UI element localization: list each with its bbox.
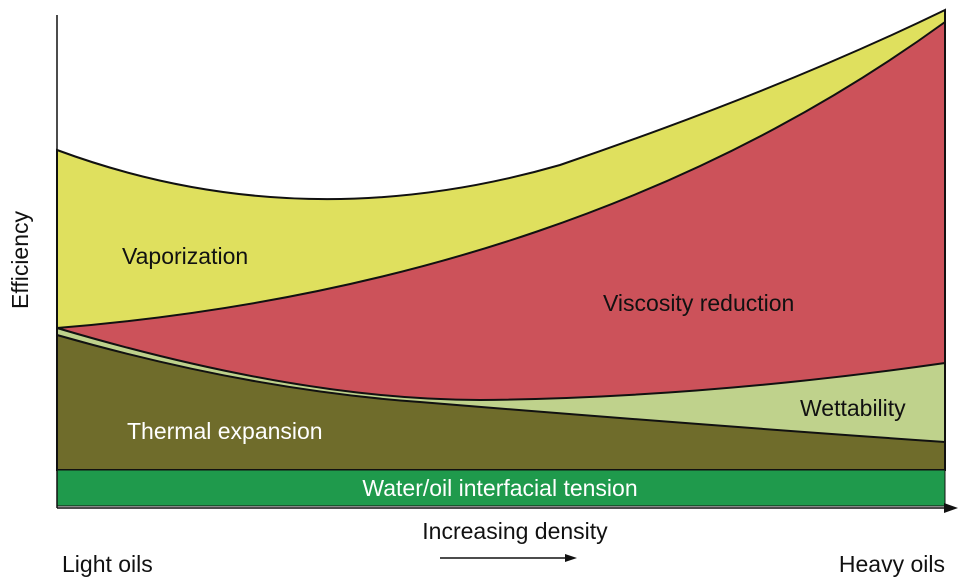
y-axis-label: Efficiency bbox=[7, 210, 33, 309]
thermal-area bbox=[56, 333, 946, 471]
x-left-label: Light oils bbox=[62, 551, 153, 577]
x-axis-arrowhead bbox=[944, 503, 958, 513]
region-label: Thermal expansion bbox=[127, 418, 323, 444]
x-axis-label: Increasing density bbox=[422, 518, 608, 544]
region-label: Vaporization bbox=[122, 243, 248, 269]
region-label: Viscosity reduction bbox=[603, 290, 794, 316]
region-label: Water/oil interfacial tension bbox=[362, 475, 637, 501]
interfacial-band bbox=[56, 469, 946, 507]
density-arrowhead bbox=[565, 554, 577, 562]
region-label: Wettability bbox=[800, 395, 906, 421]
x-right-label: Heavy oils bbox=[839, 551, 945, 577]
viscosity-area bbox=[56, 20, 946, 471]
